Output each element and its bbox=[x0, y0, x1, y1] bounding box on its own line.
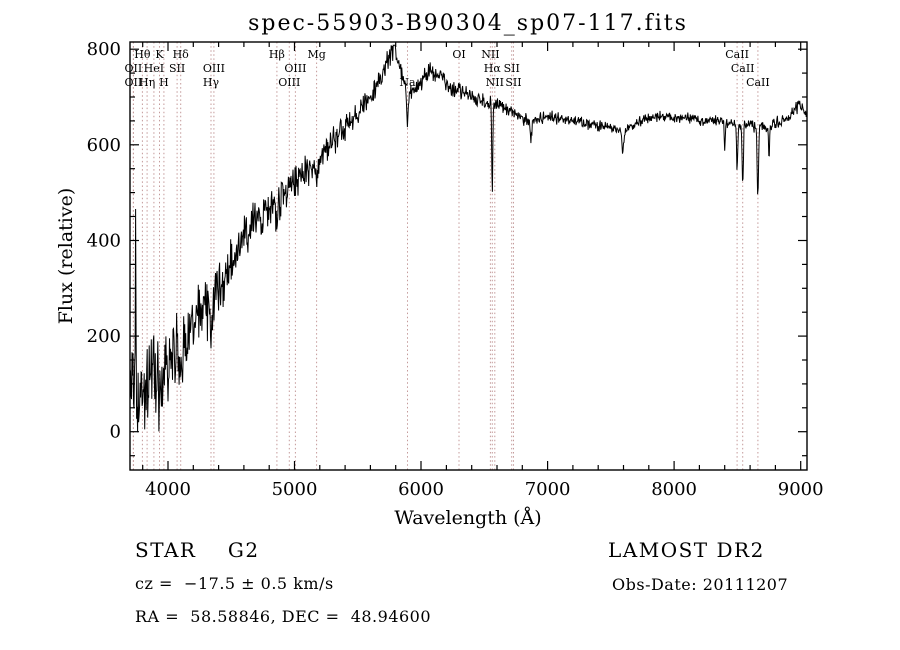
spectral-line-label: K bbox=[155, 48, 164, 61]
y-tick-label: 200 bbox=[87, 326, 121, 347]
x-tick-label: 4000 bbox=[145, 479, 191, 500]
spectral-line-label: Hγ bbox=[203, 76, 220, 89]
x-tick-label: 9000 bbox=[778, 479, 824, 500]
spectral-line-label: Na bbox=[399, 76, 416, 89]
spectral-line-label: NII bbox=[481, 48, 499, 61]
plot-frame bbox=[129, 41, 808, 471]
spectral-line-label: SII bbox=[505, 76, 521, 89]
x-tick-label: 6000 bbox=[398, 479, 444, 500]
spectral-line-label: Hδ bbox=[173, 48, 190, 61]
spectral-line-label: OI bbox=[452, 48, 465, 61]
x-tick-label: 5000 bbox=[272, 479, 318, 500]
spectrum-trace bbox=[129, 44, 808, 433]
spectral-line-label: NII bbox=[486, 76, 504, 89]
spectral-line-label: CaII bbox=[731, 62, 755, 75]
spectral-line-label: OIII bbox=[278, 76, 300, 89]
spectral-line-label: Hα bbox=[484, 62, 502, 75]
spectral-line-label: OIII bbox=[203, 62, 225, 75]
cz-value: cz = −17.5 ± 0.5 km/s bbox=[135, 574, 334, 593]
y-tick-label: 600 bbox=[87, 135, 121, 156]
spectral-line-label: Mg bbox=[307, 48, 325, 61]
classification-label: STAR G2 bbox=[135, 538, 260, 562]
spectral-line-label: CaII bbox=[725, 48, 749, 61]
x-axis-label: Wavelength (Å) bbox=[394, 507, 541, 529]
spectral-line-label: Hη bbox=[139, 76, 155, 89]
x-tick-label: 7000 bbox=[525, 479, 571, 500]
spectral-line-label: SII bbox=[169, 62, 185, 75]
spectral-line-label: Hβ bbox=[269, 48, 285, 61]
survey-label: LAMOST DR2 bbox=[608, 538, 765, 562]
ra-dec: RA = 58.58846, DEC = 48.94600 bbox=[135, 607, 432, 626]
y-axis-label: Flux (relative) bbox=[55, 188, 77, 325]
spectral-line-label: H bbox=[159, 76, 169, 89]
y-tick-label: 800 bbox=[87, 39, 121, 60]
spectral-line-label: Hθ bbox=[134, 48, 151, 61]
spectral-line-label: CaII bbox=[746, 76, 770, 89]
spectral-line-label: OII bbox=[125, 62, 143, 75]
x-tick-label: 8000 bbox=[651, 479, 697, 500]
spectral-line-label: OIII bbox=[284, 62, 306, 75]
spectral-line-label: HeI bbox=[144, 62, 164, 75]
y-tick-label: 400 bbox=[87, 231, 121, 252]
obs-date: Obs-Date: 20111207 bbox=[612, 575, 789, 594]
chart-title: spec-55903-B90304_sp07-117.fits bbox=[248, 11, 688, 36]
spectral-line-label: OII bbox=[125, 76, 143, 89]
spectral-line-label: SII bbox=[504, 62, 520, 75]
y-tick-label: 0 bbox=[110, 422, 121, 443]
